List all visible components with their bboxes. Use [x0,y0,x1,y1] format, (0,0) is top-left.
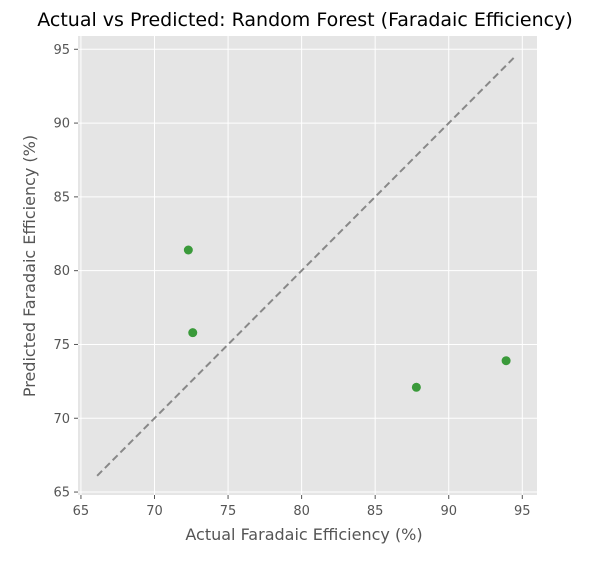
y-axis-ticks: 65 70 75 80 85 90 95 [53,43,78,501]
y-tick-label: 65 [53,486,70,501]
x-tick-label: 65 [73,504,90,519]
data-point [501,356,511,366]
x-axis-label: Actual Faradaic Efficiency (%) [185,525,422,544]
y-tick-label: 85 [53,190,70,205]
x-tick-label: 85 [367,504,384,519]
data-point [183,245,193,255]
x-tick-label: 95 [514,504,531,519]
y-tick-label: 70 [53,412,70,427]
data-points [183,245,511,392]
y-tick-label: 90 [53,117,70,132]
y-tick-label: 95 [53,43,70,58]
y-tick-label: 80 [53,264,70,279]
x-tick-label: 80 [293,504,310,519]
y-axis-label: Predicted Faradaic Efficiency (%) [20,135,39,397]
x-tick-label: 90 [440,504,457,519]
y-tick-label: 75 [53,338,70,353]
x-tick-label: 70 [146,504,163,519]
x-axis-ticks: 65 70 75 80 85 90 95 [73,495,531,519]
x-tick-label: 75 [220,504,237,519]
data-point [411,382,421,392]
data-point [188,328,198,338]
chart-title: Actual vs Predicted: Random Forest (Fara… [37,9,573,31]
